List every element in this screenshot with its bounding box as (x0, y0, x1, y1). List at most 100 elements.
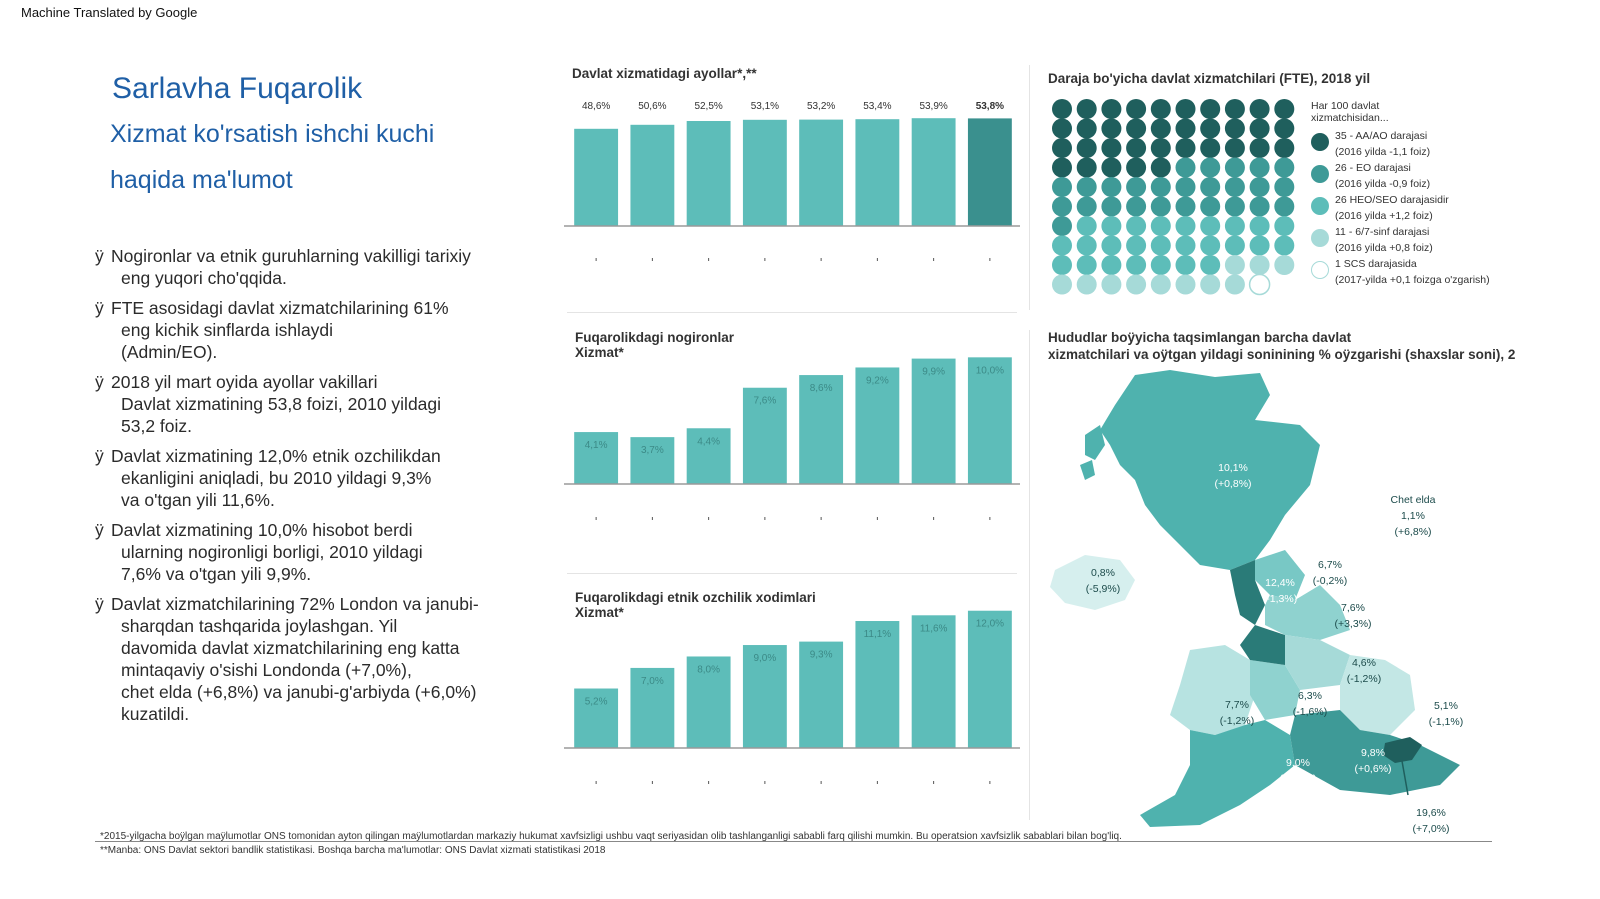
waffle-dot (1052, 157, 1072, 178)
waffle-dot (1274, 99, 1295, 119)
bar-value-label: 48,6% (582, 101, 610, 112)
legend-swatch (1311, 229, 1329, 247)
map-region-value: 12,4% (1265, 577, 1295, 589)
waffle-dot (1101, 118, 1122, 139)
map-region-value: 6,7% (1318, 559, 1342, 571)
waffle-dot (1052, 216, 1072, 236)
waffle-dot (1076, 157, 1097, 178)
bar-value-label: 7,6% (753, 396, 776, 407)
waffle-dot (1200, 138, 1221, 158)
waffle-dot (1126, 177, 1147, 197)
waffle-dot (1052, 235, 1072, 256)
waffle-dot (1274, 255, 1295, 275)
waffle-dot (1126, 255, 1147, 275)
chart-title-disability: Fuqarolikdagi nogironlar Xizmat* (575, 330, 735, 360)
bar-value-label: 8,0% (697, 664, 720, 675)
grade-waffle-chart (1052, 99, 1295, 296)
key-fact-line: Davlat xizmatining 10,0% hisobot berdi (111, 520, 413, 540)
waffle-dot (1175, 177, 1196, 197)
waffle-dot (1101, 274, 1122, 295)
legend-intro: Har 100 davlat xizmatchisidan... (1311, 100, 1389, 124)
footnote-1: *2015-yilgacha boÿlgan maÿlumotlar ONS t… (100, 831, 1122, 842)
bar (911, 358, 956, 484)
bar-value-label: 10,0% (976, 365, 1004, 376)
key-fact-line: 7,6% va o'tgan yili 9,9%. (121, 564, 312, 584)
bar-value-label: 8,6% (810, 383, 833, 394)
map-region-value: 7,7% (1225, 699, 1249, 711)
waffle-dot (1200, 235, 1221, 256)
key-fact-item: ÿ Davlat xizmatining 10,0% hisobot berdi u… (95, 519, 555, 585)
waffle-dot (1126, 196, 1147, 217)
map-region-label: Chet elda 1,1% (+6,8%) (1385, 492, 1441, 540)
waffle-dot (1175, 235, 1196, 256)
map-region-value: Chet elda (1390, 494, 1436, 506)
legend-label: 26 - EO darajasi (1335, 162, 1411, 174)
map-region-value: (+7,0%) (1412, 823, 1450, 835)
waffle-legend: Har 100 davlat xizmatchisidan... 35 - AA… (1311, 100, 1571, 288)
bar (799, 119, 844, 226)
bar (967, 610, 1012, 748)
map-region-value: (-1,2%) (1219, 715, 1255, 727)
bar (855, 367, 900, 484)
key-facts-list: ÿ Nogironlar va etnik guruhlarning vakill… (95, 245, 555, 733)
waffle-dot (1200, 274, 1221, 295)
waffle-dot (1249, 177, 1270, 197)
waffle-dot (1052, 118, 1072, 139)
legend-change: (2016 yilda +0,8 foiz) (1335, 242, 1433, 254)
legend-item: 35 - AA/AO darajasi (2016 yilda -1,1 foiz… (1311, 128, 1571, 160)
bar-value-label: 11,6% (920, 623, 948, 634)
map-region-label: 5,1% (-1,1%) (1418, 698, 1474, 730)
waffle-dot (1200, 99, 1221, 119)
map-region-value: (-0,2%) (1312, 575, 1348, 587)
map-region-west-midlands (1250, 660, 1300, 720)
bar-value-label: 4,4% (697, 436, 720, 447)
page-subtitle-line-1: Xizmat ko'rsatish ishchi kuchi (110, 120, 435, 148)
key-fact-line: Davlat xizmatchilarining 72% London va j… (111, 594, 479, 614)
map-region-north-west-south (1240, 625, 1285, 665)
waffle-dot (1126, 216, 1147, 236)
legend-label: 35 - AA/AO darajasi (1335, 130, 1428, 142)
waffle-dot (1101, 196, 1122, 217)
bar-value-label: 9,9% (922, 367, 945, 378)
waffle-dot (1052, 177, 1072, 197)
key-fact-line: ularning nogironligi borligi, 2010 yilda… (121, 542, 423, 562)
key-fact-line: ekanligini aniqladi, bu 2010 yildagi 9,3… (121, 468, 432, 488)
waffle-dot (1175, 274, 1196, 295)
bar (742, 119, 787, 226)
legend-label: 1 SCS darajasida (1335, 258, 1417, 270)
waffle-dot (1249, 118, 1270, 139)
waffle-dot (1249, 255, 1270, 275)
bar (742, 645, 787, 748)
bar (742, 387, 787, 484)
waffle-dot (1101, 177, 1122, 197)
bar-value-label: 11,1% (864, 629, 892, 640)
waffle-dot (1175, 99, 1196, 119)
bar-value-label: 53,1% (751, 101, 779, 112)
bar (574, 432, 619, 484)
bar-value-label: 53,4% (863, 101, 891, 112)
map-region-north-west (1230, 560, 1265, 625)
key-fact-line: davomida davlat xizmatchilarining eng ka… (121, 638, 460, 658)
waffle-dot (1150, 216, 1171, 236)
key-fact-line: FTE asosidagi davlat xizmatchilarining 6… (111, 298, 449, 318)
london-pointer (1401, 760, 1409, 796)
footnote-2: **Manba: ONS Davlat sektori bandlik stat… (100, 845, 606, 856)
waffle-dot (1126, 157, 1147, 178)
waffle-dot (1101, 138, 1122, 158)
divider (1029, 65, 1030, 310)
map-title-line-2: xizmatchilari va oÿtgan yildagi soninini… (1048, 347, 1516, 362)
waffle-dot (1175, 118, 1196, 139)
waffle-dot (1175, 216, 1196, 236)
map-region-value: 9,8% (1361, 747, 1385, 759)
waffle-dot (1150, 138, 1171, 158)
bar-value-label: 53,9% (919, 101, 947, 112)
bar-value-label: 12,0% (976, 619, 1004, 630)
map-region-east (1340, 655, 1415, 735)
map-region-label: 9,0% (+6,0%) (1270, 755, 1326, 787)
waffle-dot (1101, 255, 1122, 275)
bar (630, 437, 675, 484)
key-fact-line: Nogironlar va etnik guruhlarning vakilli… (111, 246, 471, 266)
waffle-dot (1200, 255, 1221, 275)
legend-swatch (1311, 261, 1329, 279)
map-region-value: (+6,8%) (1394, 526, 1432, 538)
